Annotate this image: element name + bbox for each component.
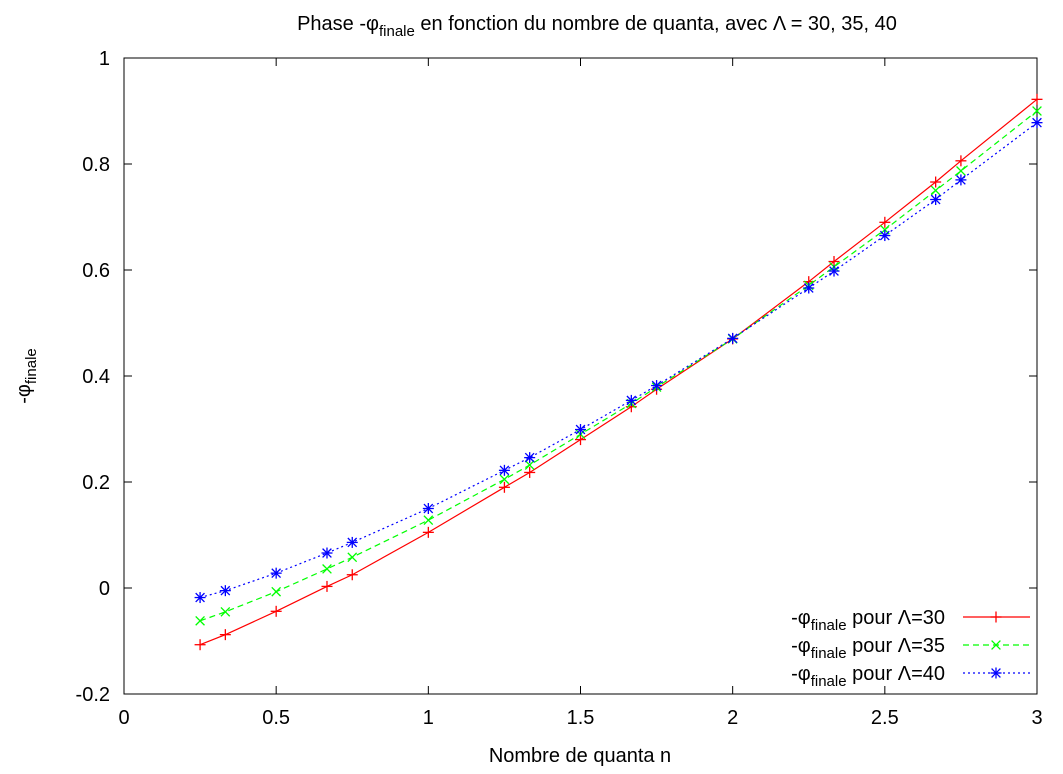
data-point-s1-3 xyxy=(322,564,332,574)
y-tick-label: 0.4 xyxy=(82,366,110,388)
data-point-s2-10 xyxy=(651,380,663,392)
data-point-s2-15 xyxy=(930,194,942,206)
data-point-s2-11 xyxy=(727,332,739,344)
data-point-s2-16 xyxy=(955,174,967,186)
data-point-s0-8 xyxy=(575,434,586,446)
series-line-2 xyxy=(199,122,1038,599)
legend-label-2: -φfinale pour Λ=40 xyxy=(791,663,945,690)
plot-frame xyxy=(123,57,1038,695)
legend-marker-2 xyxy=(990,667,1002,679)
data-point-s0-15 xyxy=(930,176,942,188)
data-point-s0-13 xyxy=(828,256,840,268)
data-point-s2-1 xyxy=(219,585,231,597)
data-point-s2-2 xyxy=(270,567,282,579)
data-point-s2-0 xyxy=(194,592,206,604)
data-point-s0-0 xyxy=(194,639,206,651)
data-point-s1-15 xyxy=(930,185,941,196)
data-point-s2-6 xyxy=(498,464,510,476)
data-point-s2-4 xyxy=(346,536,358,548)
y-tick-label: -0.2 xyxy=(76,684,110,706)
y-tick-label: 0.8 xyxy=(82,154,110,176)
data-point-s1-4 xyxy=(347,552,358,563)
data-point-s0-16 xyxy=(955,155,967,167)
legend-marker-1 xyxy=(991,640,1001,650)
data-point-s2-5 xyxy=(422,503,434,514)
y-tick-label: 1 xyxy=(99,48,110,70)
data-point-s0-6 xyxy=(498,481,510,493)
y-tick-label: 0.6 xyxy=(82,260,110,282)
data-point-s1-0 xyxy=(195,616,205,626)
series-line-0 xyxy=(199,98,1038,646)
x-axis-label: Nombre de quanta n xyxy=(489,745,671,767)
legend: -φfinale pour Λ=30-φfinale pour Λ=35-φfi… xyxy=(791,607,1030,690)
legend-label-0: -φfinale pour Λ=30 xyxy=(791,607,945,634)
y-tick-label: 0.2 xyxy=(82,472,110,494)
data-point-s0-14 xyxy=(879,216,891,228)
data-point-s2-3 xyxy=(321,547,333,559)
series-line-1 xyxy=(199,110,1038,622)
data-point-s1-16 xyxy=(956,166,966,176)
x-tick-label: 2 xyxy=(727,707,738,729)
data-point-s0-5 xyxy=(422,526,434,538)
series-lines xyxy=(199,98,1038,646)
x-tick-label: 1.5 xyxy=(567,707,595,729)
data-point-s2-7 xyxy=(524,452,536,464)
legend-marker-0 xyxy=(990,611,1002,623)
data-point-s0-7 xyxy=(524,466,536,478)
data-point-s0-17 xyxy=(1031,93,1043,105)
legend-label-1: -φfinale pour Λ=35 xyxy=(791,635,945,662)
chart-title: Phase -φfinale en fonction du nombre de … xyxy=(297,13,897,40)
data-point-s0-3 xyxy=(321,580,333,592)
data-point-s2-13 xyxy=(828,265,840,277)
data-point-s1-1 xyxy=(220,606,231,617)
x-tick-label: 3 xyxy=(1031,707,1042,729)
axis-ticks: 0 0.5 1 1.5 2 2.5 3 -0.2 0 0.2 0.4 0.6 0.8 1 xyxy=(76,48,1043,729)
data-point-s1-6 xyxy=(499,474,510,485)
data-point-s1-17 xyxy=(1032,106,1042,116)
data-point-s0-4 xyxy=(346,569,358,581)
data-point-s2-8 xyxy=(575,424,586,436)
data-point-s2-17 xyxy=(1031,117,1043,129)
data-point-s2-12 xyxy=(803,282,815,294)
data-point-s0-1 xyxy=(219,629,231,641)
data-point-s2-9 xyxy=(625,394,637,406)
x-tick-label: 2.5 xyxy=(871,707,899,729)
data-point-s1-2 xyxy=(271,586,282,597)
data-point-s1-5 xyxy=(423,515,434,526)
x-tick-label: 0.5 xyxy=(262,707,290,729)
y-tick-label: 0 xyxy=(99,578,110,600)
data-point-s1-7 xyxy=(524,460,535,470)
y-axis-label: -φfinale xyxy=(13,348,40,404)
data-point-s2-14 xyxy=(879,230,891,242)
x-tick-label: 1 xyxy=(423,707,434,729)
data-point-s0-2 xyxy=(270,605,282,617)
series-markers xyxy=(194,93,1043,651)
x-tick-label: 0 xyxy=(118,707,129,729)
